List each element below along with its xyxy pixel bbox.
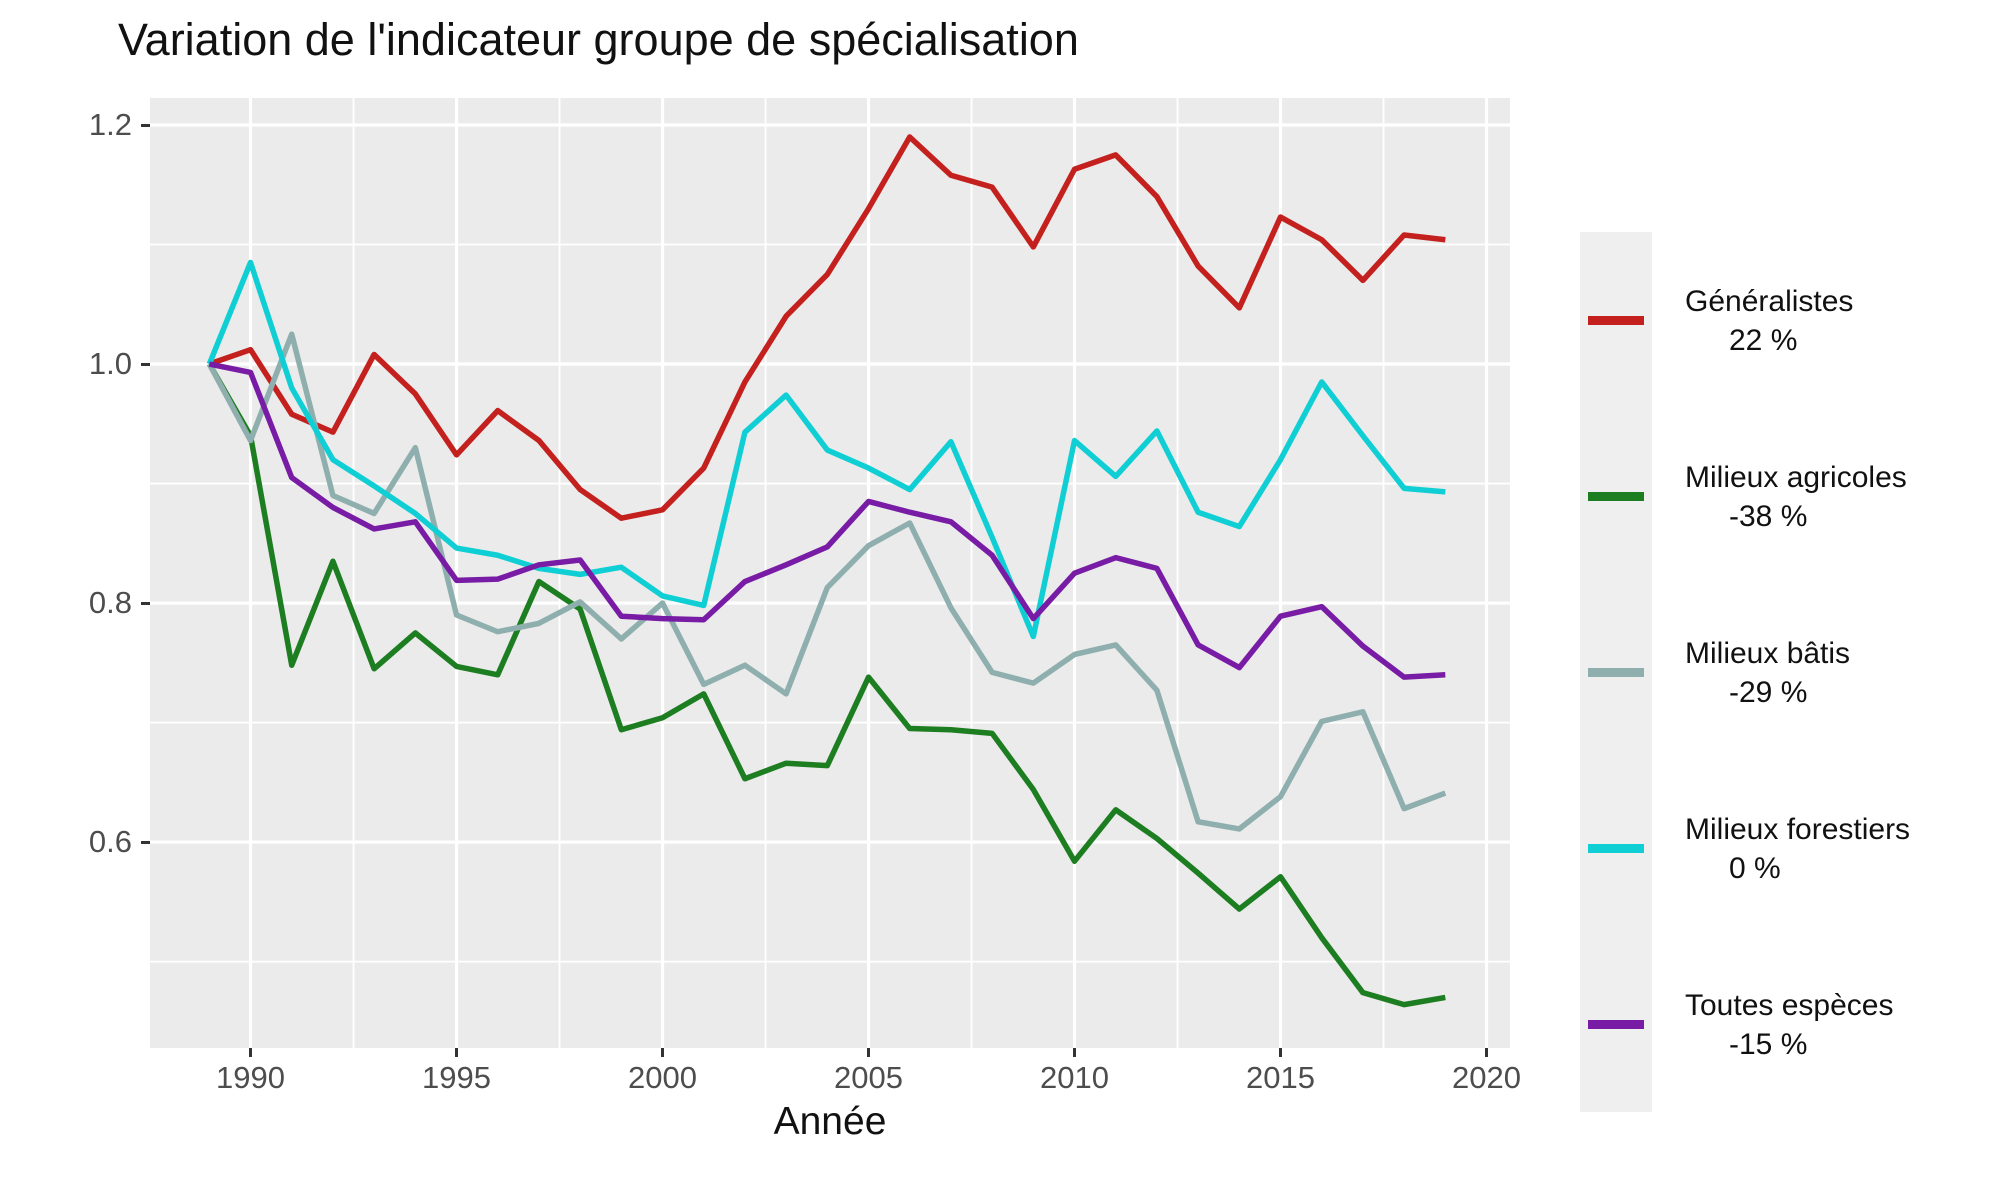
legend-key [1580,408,1652,584]
legend-label: Toutes espèces [1685,989,1894,1022]
legend-percentage: 22 % [1729,324,1798,357]
legend-label: Milieux agricoles [1685,461,1907,494]
y-tick-label: 1.2 [88,107,132,142]
series-line-g-n-ralistes [208,134,1446,521]
plot-area [150,98,1510,1048]
legend-line-swatch [1588,1020,1644,1029]
x-tick-label: 2015 [1246,1060,1315,1095]
series-line-milieux-agricoles [206,362,1446,1008]
x-tick-mark [249,1048,253,1057]
legend-line-swatch [1588,492,1644,501]
x-axis-title: Année [773,1100,887,1143]
y-tick-mark [141,601,150,605]
x-tick-label: 2005 [834,1060,903,1095]
legend-line-swatch [1588,668,1644,677]
legend-line-swatch [1588,844,1644,853]
x-tick-label: 1995 [422,1060,491,1095]
legend-percentage: -15 % [1729,1028,1808,1061]
legend-label: Milieux forestiers [1685,813,1911,846]
series-line-milieux-forestiers [206,259,1446,640]
legend-key [1580,232,1652,408]
x-tick-label: 2000 [628,1060,697,1095]
legend-percentage: -38 % [1729,500,1808,533]
legend-key [1580,760,1652,936]
y-tick-label: 0.8 [88,585,132,621]
y-tick-label: 0.6 [88,824,132,860]
x-tick-mark [867,1048,871,1057]
y-tick-mark [141,123,150,127]
y-tick-label: 1.0 [88,346,132,382]
legend-label: Milieux bâtis [1685,637,1851,670]
legend-label: Généralistes [1685,285,1854,318]
y-tick-mark [141,840,150,844]
x-tick-mark [1279,1048,1283,1057]
series-line-toutes-esp-ces [208,361,1446,680]
x-tick-mark [455,1048,459,1057]
x-tick-mark [1073,1048,1077,1057]
x-tick-label: 2010 [1040,1060,1109,1095]
x-tick-mark [1485,1048,1489,1057]
legend-key [1580,584,1652,760]
x-tick-mark [661,1048,665,1057]
series-line-milieux-b-tis [206,331,1447,832]
x-tick-label: 1990 [216,1060,285,1095]
legend-percentage: -29 % [1729,676,1808,709]
plot-panel [150,98,1510,1048]
y-tick-mark [141,362,150,366]
legend-key [1580,936,1652,1112]
chart-title: Variation de l'indicateur groupe de spéc… [118,14,1079,65]
x-tick-label: 2020 [1452,1060,1521,1095]
legend-line-swatch [1588,316,1644,325]
legend-percentage: 0 % [1729,852,1781,885]
